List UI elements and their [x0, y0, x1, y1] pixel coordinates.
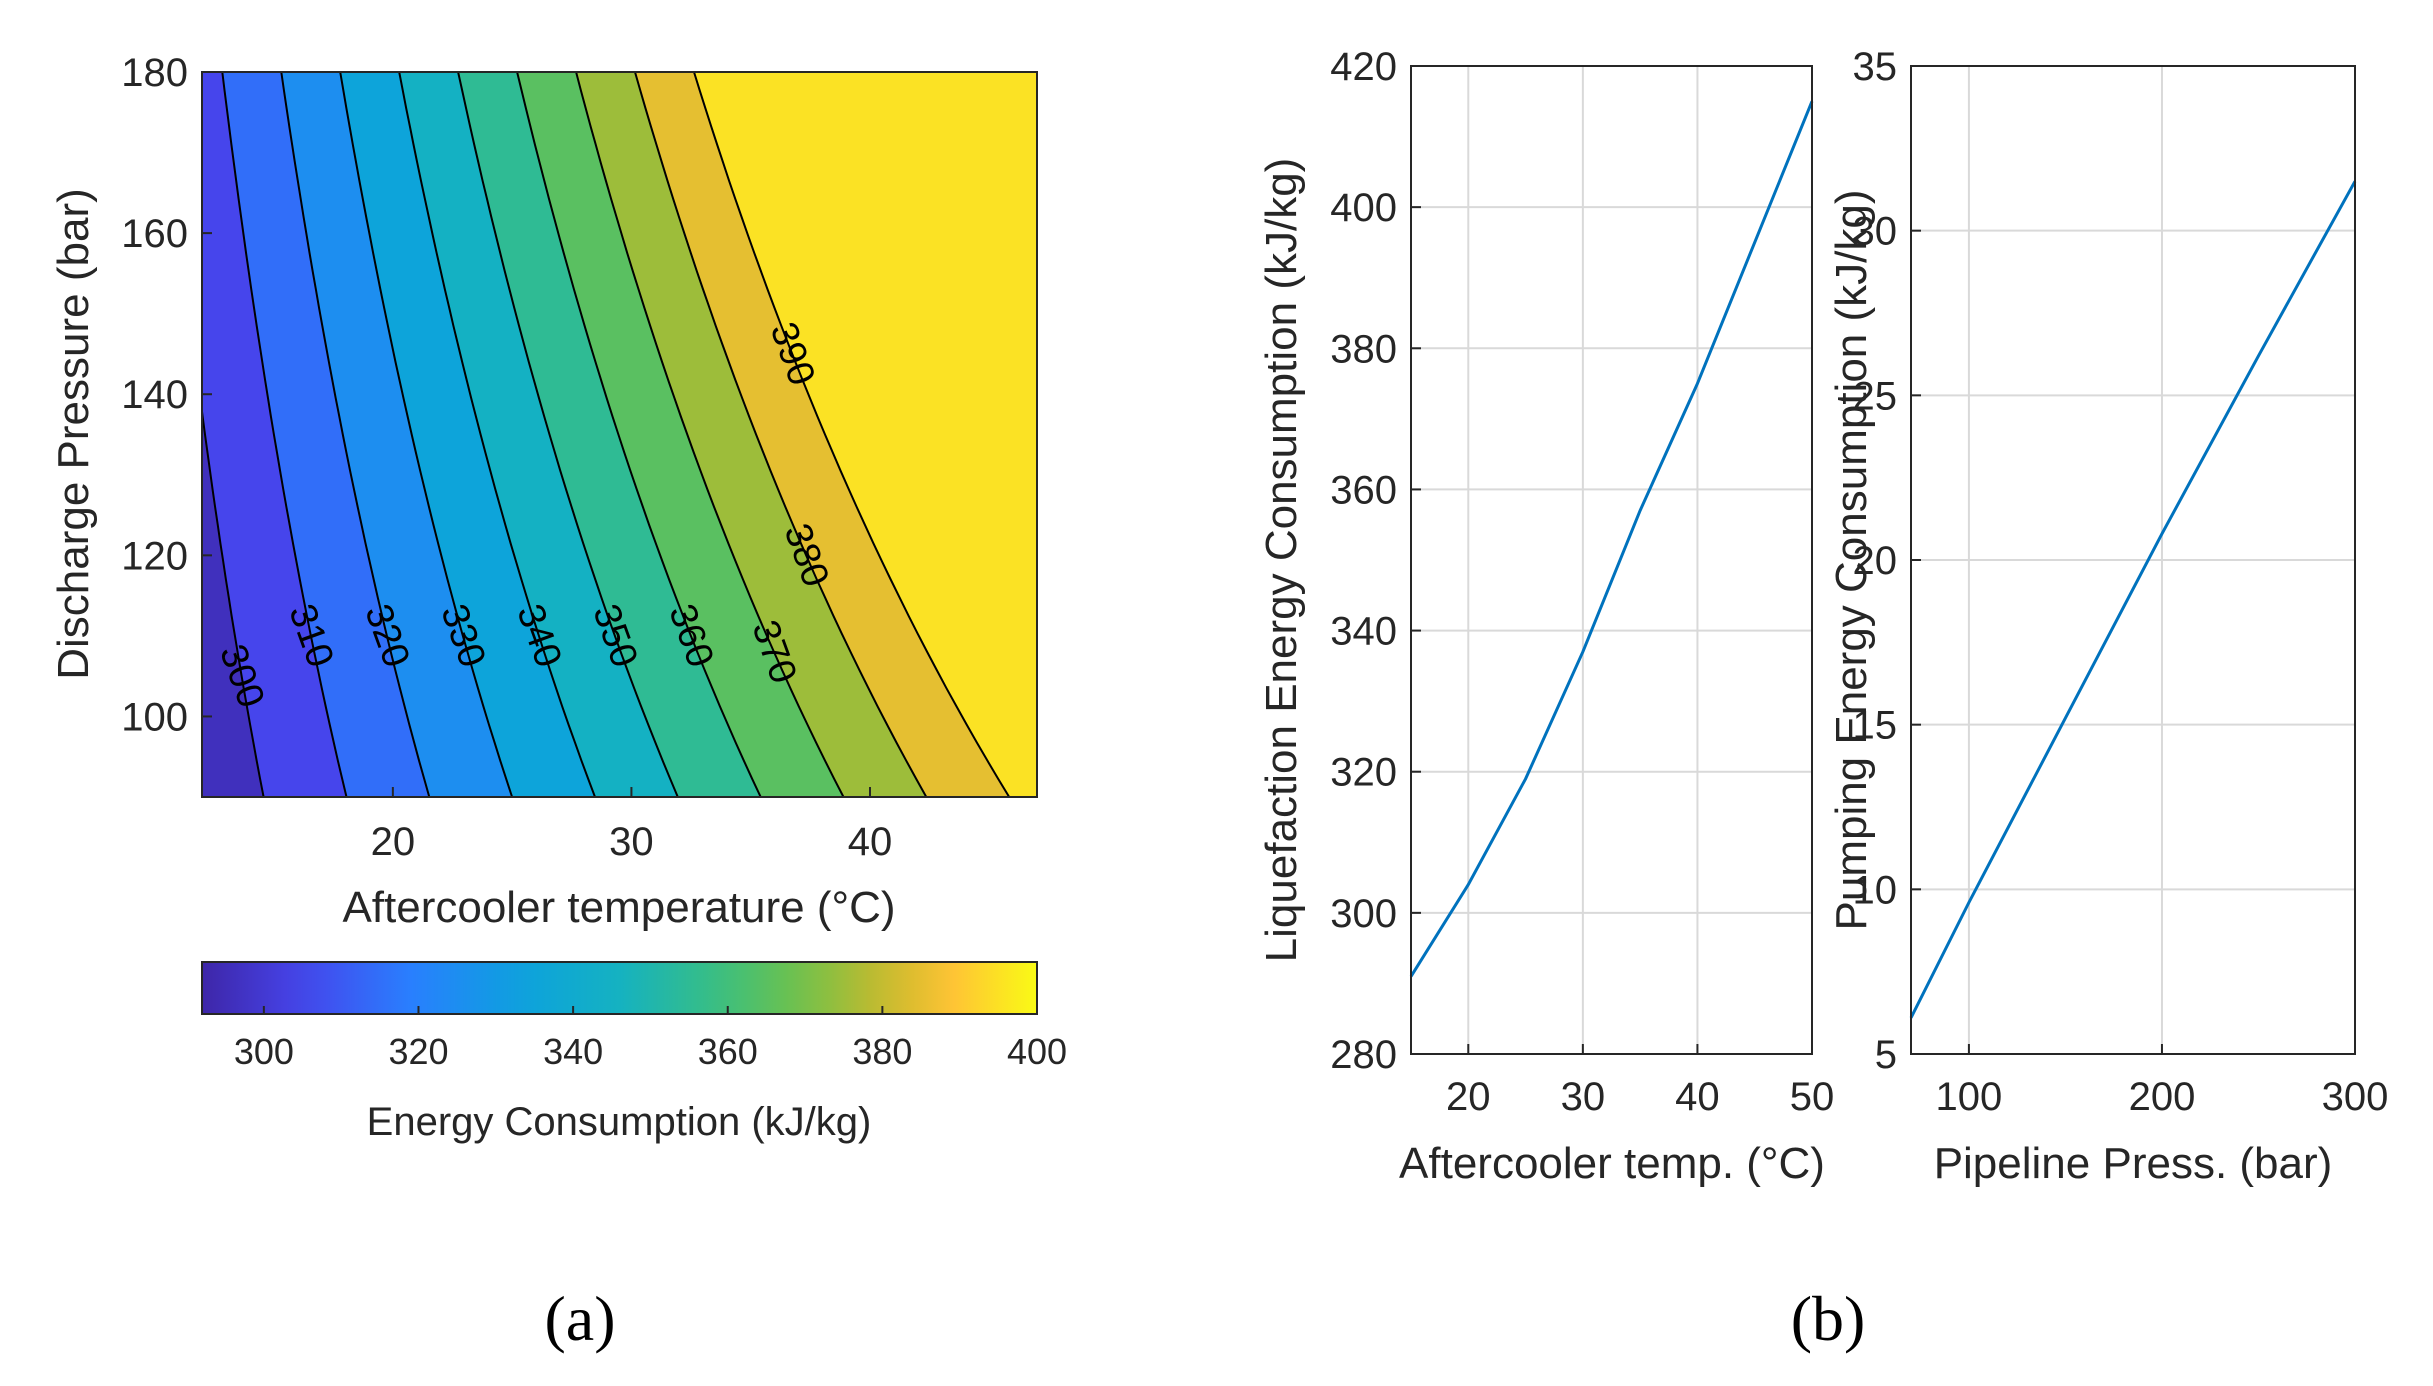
pumping-grid [1911, 65, 2356, 1055]
contour-bands [202, 72, 1037, 797]
contour-band [635, 72, 1010, 797]
x-tick-label: 30 [1561, 1075, 1606, 1119]
x-tick-label: 200 [2129, 1075, 2196, 1119]
contour-band [340, 72, 595, 797]
contour-line [280, 72, 431, 797]
y-tick-label: 15 [1853, 704, 1898, 748]
contour-y-ticks: 100 120 140 160 180 [121, 51, 212, 739]
contour-y-axis-label: Discharge Pressure (bar) [49, 188, 98, 680]
pumping-y-ticks: 5 10 15 20 25 30 35 [1853, 45, 1921, 1077]
contour-line [221, 72, 348, 797]
x-tick-label: 40 [848, 820, 893, 864]
contour-line [202, 403, 265, 797]
y-tick-label: 10 [1853, 868, 1898, 912]
liquefaction-energy-line [1409, 100, 1814, 978]
contour-band [202, 411, 264, 797]
contour-line [398, 72, 596, 797]
colorbar-ticks: 300 320 340 360 380 400 [234, 1006, 1067, 1072]
colorbar-tick-label: 340 [543, 1031, 603, 1072]
y-tick-label: 20 [1853, 539, 1898, 583]
liquefaction-grid [1411, 65, 1813, 1055]
panel-a-label: (a) [544, 1283, 615, 1354]
liquefaction-x-ticks: 20 30 40 50 [1446, 1044, 1834, 1119]
contour-band [281, 72, 513, 797]
panel-b-label: (b) [1791, 1283, 1866, 1354]
y-tick-label: 25 [1853, 374, 1898, 418]
y-tick-label: 120 [121, 534, 188, 578]
y-tick-label: 380 [1330, 327, 1397, 371]
x-tick-label: 100 [1936, 1075, 2003, 1119]
y-tick-label: 180 [121, 51, 188, 95]
contour-line [339, 72, 514, 797]
y-tick-label: 340 [1330, 610, 1397, 654]
liquefaction-panel: 20 30 40 50 280 300 320 340 360 380 400 420 Afterc… [1257, 45, 1834, 1188]
pumping-panel: 100 200 300 5 10 15 20 25 30 35 Pipeline Press. … [1827, 45, 2388, 1188]
colorbar-tick-label: 380 [852, 1031, 912, 1072]
x-tick-label: 20 [1446, 1075, 1491, 1119]
x-tick-label: 20 [371, 820, 416, 864]
pumping-energy-line [1909, 180, 2357, 1019]
y-tick-label: 320 [1330, 751, 1397, 795]
contour-band [694, 72, 1037, 797]
y-tick-label: 280 [1330, 1033, 1397, 1077]
pumping-y-axis-label: Pumping Energy Consumption (kJ/kg) [1827, 190, 1876, 931]
contour-line [575, 72, 845, 797]
y-tick-label: 100 [121, 695, 188, 739]
y-tick-label: 30 [1853, 210, 1898, 254]
contour-band [399, 72, 678, 797]
contour-line [516, 72, 762, 797]
colorbar-label: Energy Consumption (kJ/kg) [367, 1100, 872, 1144]
colorbar-gradient [201, 961, 1038, 1015]
y-tick-label: 140 [121, 373, 188, 417]
liquefaction-x-axis-label: Aftercooler temp. (°C) [1399, 1139, 1825, 1188]
pumping-x-axis-label: Pipeline Press. (bar) [1934, 1139, 2333, 1188]
colorbar: 300 320 340 360 380 400 Energy Consumption (k… [201, 961, 1067, 1144]
x-tick-label: 50 [1790, 1075, 1835, 1119]
contour-x-ticks: 20 30 40 [371, 787, 893, 864]
contour-band [458, 72, 761, 797]
y-tick-label: 400 [1330, 186, 1397, 230]
contour-line [457, 72, 679, 797]
contour-band [517, 72, 844, 797]
colorbar-tick-label: 300 [234, 1031, 294, 1072]
y-tick-label: 420 [1330, 45, 1397, 89]
contour-line [634, 72, 928, 797]
colorbar-tick-label: 400 [1007, 1031, 1067, 1072]
contour-x-axis-label: Aftercooler temperature (°C) [342, 883, 895, 932]
contour-plot-area [201, 71, 1038, 798]
colorbar-tick-label: 360 [698, 1031, 758, 1072]
y-tick-label: 5 [1875, 1033, 1897, 1077]
liquefaction-plot-area [1410, 65, 1813, 1055]
liquefaction-y-ticks: 280 300 320 340 360 380 400 420 [1330, 45, 1421, 1077]
contour-band [576, 72, 927, 797]
contour-band [202, 72, 347, 797]
y-tick-label: 360 [1330, 468, 1397, 512]
liquefaction-y-axis-label: Liquefaction Energy Consumption (kJ/kg) [1257, 158, 1306, 963]
contour-line [693, 72, 1011, 797]
colorbar-tick-label: 320 [388, 1031, 448, 1072]
contour-lines [202, 72, 1011, 797]
y-tick-label: 160 [121, 212, 188, 256]
x-tick-label: 300 [2322, 1075, 2389, 1119]
pumping-x-ticks: 100 200 300 [1936, 1044, 2389, 1119]
x-tick-label: 40 [1675, 1075, 1720, 1119]
y-tick-label: 300 [1330, 892, 1397, 936]
x-tick-label: 30 [609, 820, 654, 864]
contour-band [222, 72, 430, 797]
y-tick-label: 35 [1853, 45, 1898, 89]
